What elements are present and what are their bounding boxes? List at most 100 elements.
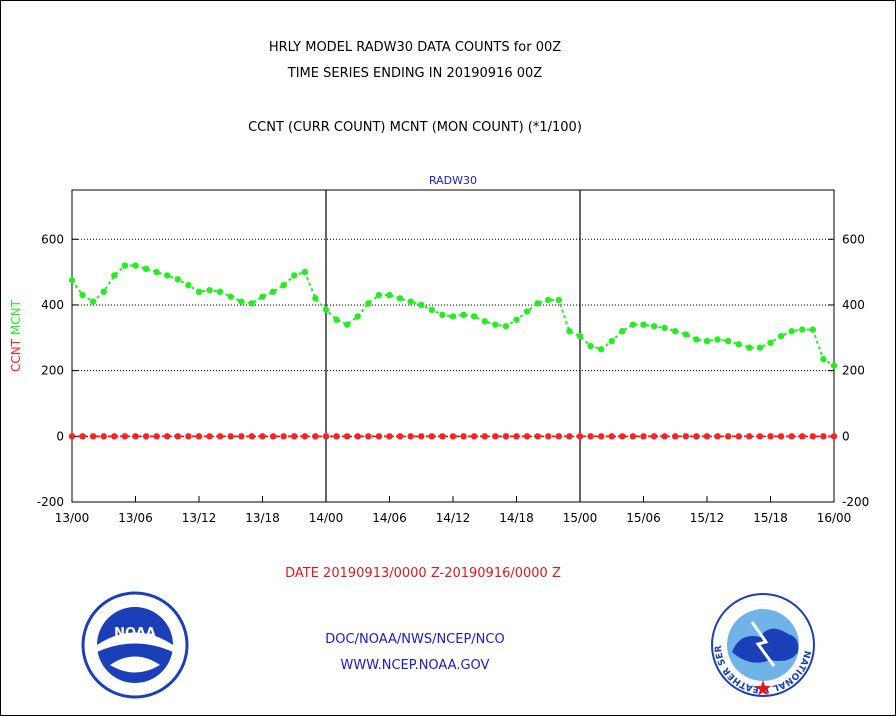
data-point-mcnt	[555, 296, 563, 304]
data-point-mcnt	[312, 295, 319, 302]
data-point-ccnt	[301, 433, 309, 440]
data-point-ccnt	[121, 433, 129, 440]
data-point-mcnt	[470, 313, 478, 320]
data-point-mcnt	[343, 321, 351, 328]
data-point-ccnt	[566, 433, 573, 440]
data-point-ccnt	[216, 433, 224, 440]
data-point-mcnt	[545, 296, 552, 304]
data-point-ccnt	[703, 433, 711, 440]
data-point-mcnt	[576, 332, 584, 340]
data-point-ccnt	[714, 433, 721, 440]
data-point-mcnt	[693, 336, 700, 343]
data-point-mcnt	[322, 306, 330, 314]
data-point-ccnt	[365, 433, 372, 440]
data-point-ccnt	[523, 433, 531, 440]
x-tick-label: 13/18	[245, 511, 280, 525]
data-point-mcnt	[587, 342, 594, 350]
data-point-ccnt	[280, 433, 287, 440]
header-line-1: HRLY MODEL RADW30 DATA COUNTS for 00Z	[268, 40, 562, 55]
y-tick-label-left: 0	[56, 429, 64, 443]
data-point-ccnt	[312, 433, 319, 440]
data-point-mcnt	[301, 268, 309, 276]
data-point-ccnt	[407, 433, 414, 440]
data-point-mcnt	[375, 291, 383, 299]
data-point-ccnt	[788, 433, 795, 440]
header-line-2: TIME SERIES ENDING IN 20190916 00Z	[287, 66, 543, 81]
y-tick-label-right: 400	[842, 298, 865, 312]
data-point-mcnt	[164, 272, 171, 279]
data-point-ccnt	[439, 433, 446, 440]
data-point-ccnt	[100, 433, 107, 440]
data-point-ccnt	[470, 433, 478, 440]
header-line-3: CCNT (CURR COUNT) MCNT (MON COUNT) (*1/1…	[248, 120, 582, 135]
data-point-ccnt	[248, 433, 256, 440]
y-tick-label-right: 600	[842, 232, 865, 246]
data-point-mcnt	[746, 344, 753, 351]
data-point-mcnt	[227, 293, 234, 300]
y-tick-label-left: -200	[37, 495, 64, 509]
data-point-ccnt	[555, 433, 563, 440]
data-point-mcnt	[714, 336, 721, 343]
data-point-mcnt	[206, 286, 213, 294]
x-tick-label: 16/00	[817, 511, 852, 525]
data-point-mcnt	[830, 362, 838, 369]
data-point-ccnt	[132, 433, 139, 440]
data-point-mcnt	[460, 311, 467, 318]
footer-line-2: WWW.NCEP.NOAA.GOV	[340, 658, 490, 673]
data-point-ccnt	[587, 433, 594, 440]
data-point-mcnt	[248, 300, 256, 307]
data-point-mcnt	[756, 344, 764, 351]
data-point-mcnt	[89, 298, 97, 305]
data-point-mcnt	[153, 268, 160, 276]
data-point-mcnt	[534, 300, 541, 307]
y-tick-label-right: -200	[842, 495, 869, 509]
data-point-ccnt	[89, 433, 97, 440]
data-point-mcnt	[820, 355, 827, 363]
data-point-mcnt	[79, 291, 86, 299]
y-tick-label-left: 200	[41, 364, 64, 378]
data-point-ccnt	[830, 433, 838, 440]
data-point-ccnt	[619, 433, 626, 440]
data-point-mcnt	[121, 262, 129, 269]
y-axis-label-ccnt: CCNT	[9, 335, 23, 372]
data-point-mcnt	[788, 328, 795, 335]
data-point-mcnt	[111, 272, 118, 279]
data-point-mcnt	[608, 337, 615, 345]
data-point-ccnt	[809, 433, 817, 440]
data-point-ccnt	[238, 433, 245, 440]
data-point-mcnt	[481, 318, 488, 325]
data-point-mcnt	[142, 265, 150, 273]
data-point-mcnt	[799, 326, 806, 333]
data-point-ccnt	[227, 433, 234, 440]
date-range: DATE 20190913/0000 Z-20190916/0000 Z	[285, 566, 561, 581]
data-point-ccnt	[68, 433, 76, 440]
data-point-mcnt	[809, 326, 817, 333]
data-point-ccnt	[693, 433, 700, 440]
data-point-ccnt	[269, 433, 277, 440]
data-point-ccnt	[428, 433, 436, 440]
data-point-mcnt	[407, 298, 414, 305]
data-point-mcnt	[195, 288, 203, 296]
data-point-ccnt	[354, 433, 361, 440]
data-point-ccnt	[333, 433, 340, 440]
data-point-ccnt	[672, 433, 679, 440]
data-point-ccnt	[164, 433, 171, 440]
noaa-logo: NOAA	[81, 591, 189, 699]
data-point-mcnt	[672, 328, 679, 335]
y-tick-label-left: 400	[41, 298, 64, 312]
data-point-ccnt	[682, 433, 690, 440]
data-point-ccnt	[799, 433, 806, 440]
data-point-ccnt	[460, 433, 467, 440]
data-point-mcnt	[386, 291, 393, 299]
data-point-ccnt	[195, 433, 203, 440]
x-tick-label: 14/00	[309, 511, 344, 525]
data-point-mcnt	[629, 321, 637, 328]
data-point-mcnt	[291, 272, 298, 279]
x-tick-label: 13/12	[182, 511, 217, 525]
data-point-ccnt	[396, 433, 404, 440]
y-axis-label-mcnt: MCNT	[9, 299, 23, 335]
data-point-mcnt	[259, 293, 266, 300]
data-point-ccnt	[502, 433, 510, 440]
data-point-mcnt	[396, 295, 404, 302]
data-point-ccnt	[185, 433, 192, 440]
